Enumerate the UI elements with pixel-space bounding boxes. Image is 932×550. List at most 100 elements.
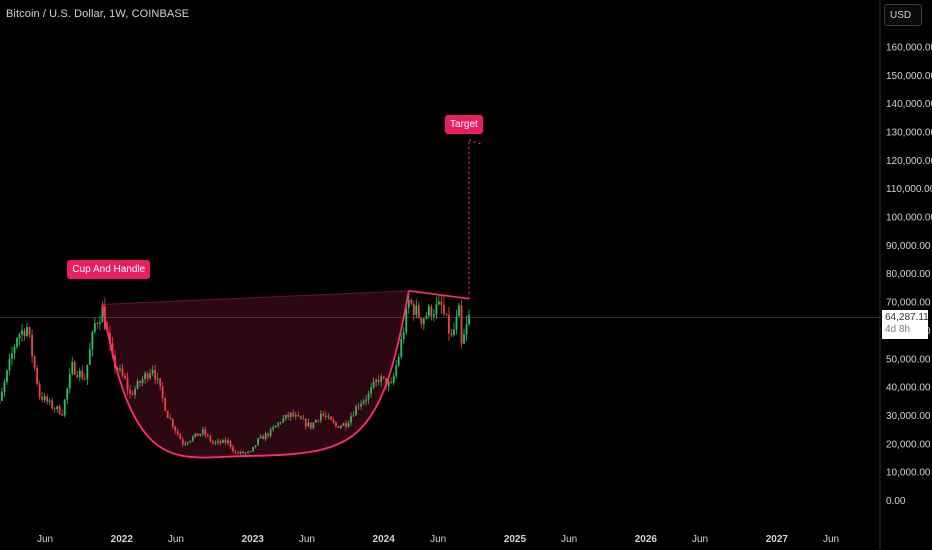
candle-body xyxy=(410,299,413,304)
y-tick-label: 10,000.00 xyxy=(886,468,931,479)
target-arrow xyxy=(468,139,482,145)
candle-body xyxy=(141,379,144,384)
candle-body xyxy=(367,393,370,400)
candle-body xyxy=(377,380,380,382)
candle-body xyxy=(3,381,6,392)
x-tick-label: Jun xyxy=(692,534,708,545)
y-tick-label: 70,000.00 xyxy=(886,298,931,309)
currency-button[interactable]: USD xyxy=(884,4,922,26)
candle-body xyxy=(23,330,26,336)
pattern-label[interactable]: Cup And Handle xyxy=(67,260,151,280)
candle-body xyxy=(254,445,257,447)
candle-body xyxy=(380,376,383,382)
candle-body xyxy=(176,430,179,435)
candle-body xyxy=(287,414,290,418)
candle-body xyxy=(302,418,305,420)
candle-body xyxy=(282,418,285,423)
candle-body xyxy=(264,433,267,440)
candle-body xyxy=(58,406,61,415)
candle-body xyxy=(189,440,192,443)
y-tick-label: 140,000.00 xyxy=(886,99,932,110)
candle-body xyxy=(201,429,204,434)
candle-body xyxy=(465,324,468,335)
candle-body xyxy=(249,451,252,453)
candle-body xyxy=(166,410,169,418)
candle-body xyxy=(262,436,265,440)
candle-body xyxy=(194,433,197,437)
candle-body xyxy=(468,314,470,325)
candle-body xyxy=(422,318,425,325)
y-tick-label: 130,000.00 xyxy=(886,127,932,138)
candle-body xyxy=(392,375,395,383)
candle-body xyxy=(279,422,282,424)
cup-curve xyxy=(101,290,410,459)
candle-body xyxy=(232,447,234,452)
candle-body xyxy=(337,425,340,429)
candle-body xyxy=(174,426,177,431)
candle-body xyxy=(78,370,81,378)
candle-body xyxy=(299,416,302,420)
candle-body xyxy=(284,414,287,419)
candle-body xyxy=(63,399,66,416)
candle-body xyxy=(159,378,162,387)
x-tick-label: 2025 xyxy=(504,534,527,545)
candle-body xyxy=(420,317,423,325)
candle-body xyxy=(432,314,435,317)
x-tick-label: Jun xyxy=(430,534,446,545)
last-price-label: 64,287.11 4d 8h xyxy=(882,310,929,339)
candle-body xyxy=(219,440,222,443)
candle-body xyxy=(460,305,463,344)
candle-body xyxy=(111,343,114,356)
candle-body xyxy=(322,413,325,416)
candle-body xyxy=(101,306,104,323)
candle-body xyxy=(289,412,292,418)
candle-body xyxy=(209,435,212,442)
candle-body xyxy=(330,416,332,420)
candle-body xyxy=(76,374,79,378)
candle-body xyxy=(355,406,357,416)
candle-body xyxy=(269,429,272,436)
candle-body xyxy=(129,389,131,394)
candle-body xyxy=(154,369,157,380)
x-tick-label: Jun xyxy=(299,534,315,545)
candle-body xyxy=(83,378,86,380)
candle-body xyxy=(237,452,239,454)
candle-body xyxy=(247,451,249,453)
x-tick-label: Jun xyxy=(37,534,53,545)
candle-body xyxy=(13,346,16,354)
candle-body xyxy=(131,393,134,395)
candle-body xyxy=(272,427,275,430)
candle-body xyxy=(68,373,71,389)
candle-body xyxy=(71,361,74,374)
y-tick-label: 20,000.00 xyxy=(886,439,931,450)
x-tick-label: 2026 xyxy=(635,534,658,545)
candle-body xyxy=(206,435,209,436)
candle-body xyxy=(317,420,320,421)
candle-body xyxy=(267,433,270,436)
candle-body xyxy=(36,367,39,384)
candle-body xyxy=(382,376,385,378)
y-tick-label: 160,000.00 xyxy=(886,42,932,53)
candle-body xyxy=(121,368,124,376)
candle-body xyxy=(324,415,327,417)
candle-body xyxy=(139,381,141,384)
candle-body xyxy=(372,381,375,388)
y-tick-label: 50,000.00 xyxy=(886,354,931,365)
candle-body xyxy=(405,307,408,333)
candle-body xyxy=(360,403,362,407)
y-tick-label: 120,000.00 xyxy=(886,156,932,167)
candle-body xyxy=(217,440,219,443)
candle-body xyxy=(453,329,455,336)
candle-body xyxy=(8,358,11,371)
y-tick-label: 40,000.00 xyxy=(886,383,931,394)
target-label[interactable]: Target xyxy=(445,114,483,134)
candle-body xyxy=(448,314,450,334)
candle-body xyxy=(53,408,56,410)
candle-body xyxy=(400,339,403,357)
candle-body xyxy=(227,440,229,443)
candle-body xyxy=(450,333,453,336)
x-tick-label: 2022 xyxy=(111,534,134,545)
x-tick-label: Jun xyxy=(561,534,577,545)
bar-countdown: 4d 8h xyxy=(885,324,911,335)
